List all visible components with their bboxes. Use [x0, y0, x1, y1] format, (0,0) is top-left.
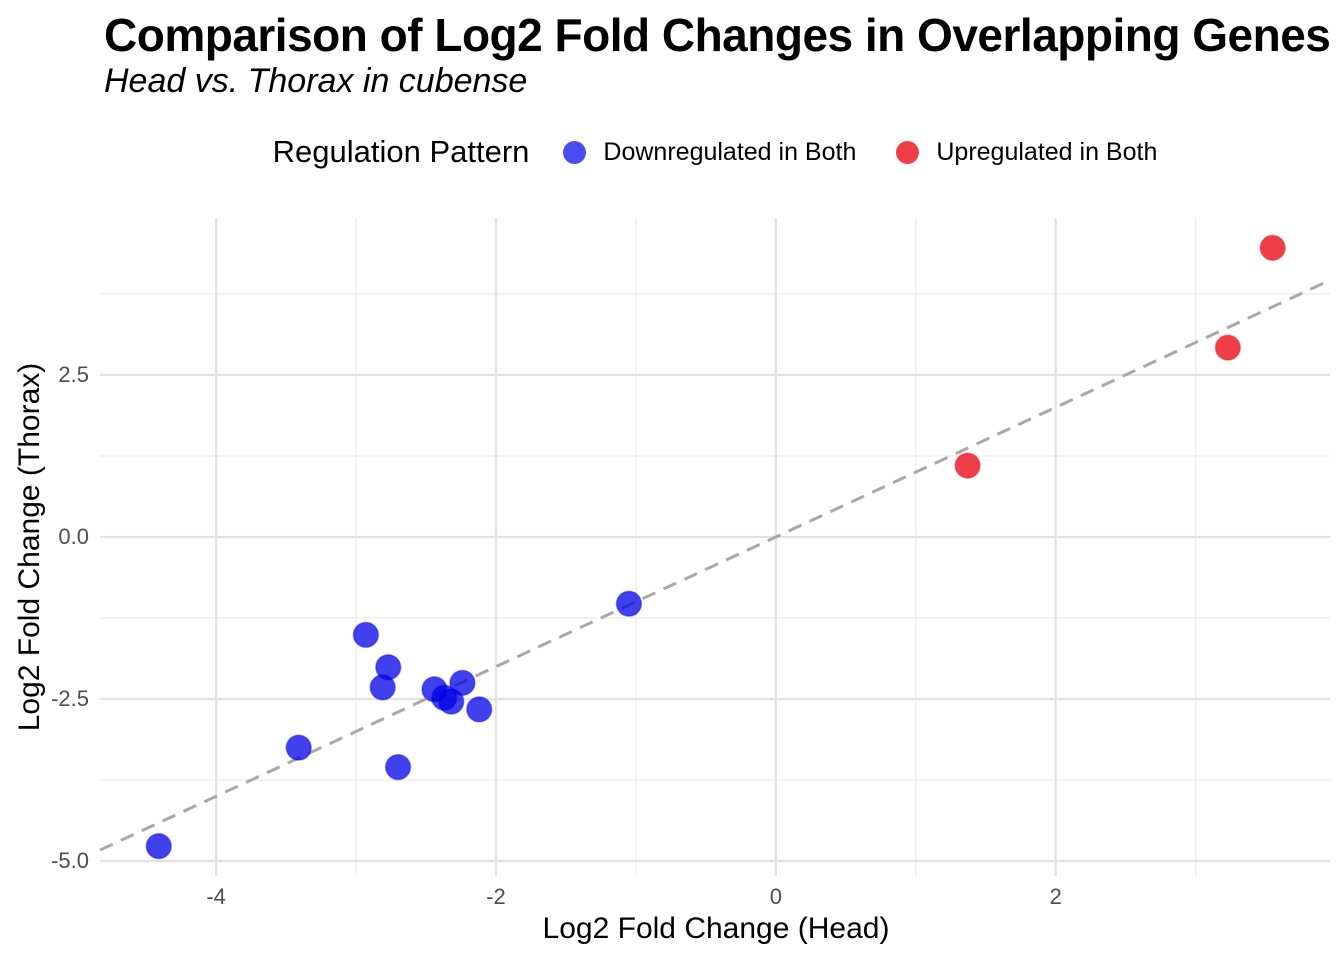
y-tick-label: 0.0 [58, 523, 89, 549]
x-tick-label: -2 [486, 884, 506, 909]
y-tick-label: -2.5 [51, 686, 89, 712]
identity-reference-line [99, 278, 1331, 852]
data-point [449, 669, 476, 697]
data-point [375, 654, 402, 681]
data-point [352, 621, 380, 649]
data-point [615, 590, 643, 617]
data-point [1259, 234, 1286, 262]
data-point [954, 452, 981, 479]
legend-item: Downregulated in Both [563, 138, 856, 167]
legend-dot-icon [896, 140, 920, 164]
y-tick-label: 2.5 [58, 361, 89, 387]
legend-label: Upregulated in Both [936, 137, 1158, 166]
x-tick-label: 2 [1049, 884, 1062, 909]
legend-dot-icon [563, 140, 587, 164]
data-point [384, 753, 412, 781]
legend-item: Upregulated in Both [896, 138, 1157, 167]
chart-title: Comparison of Log2 Fold Changes in Overl… [104, 9, 1331, 61]
x-tick-label: -4 [206, 884, 226, 909]
x-axis-title: Log2 Fold Change (Head) [542, 912, 890, 945]
y-axis-title: Log2 Fold Change (Thorax) [13, 362, 46, 732]
data-point [1214, 334, 1242, 361]
legend-items: Downregulated in Both Upregulated in Both [563, 138, 1157, 167]
legend: Regulation Pattern Downregulated in Both… [0, 128, 1344, 176]
chart-subtitle: Head vs. Thorax in cubense [104, 62, 528, 100]
legend-label: Downregulated in Both [603, 137, 857, 166]
data-point [285, 734, 312, 761]
data-point [145, 832, 173, 860]
legend-title: Regulation Pattern [272, 134, 530, 169]
y-tick-label: -5.0 [51, 848, 89, 874]
data-point [465, 696, 493, 723]
x-tick-label: 0 [769, 884, 782, 909]
data-point [437, 688, 465, 715]
